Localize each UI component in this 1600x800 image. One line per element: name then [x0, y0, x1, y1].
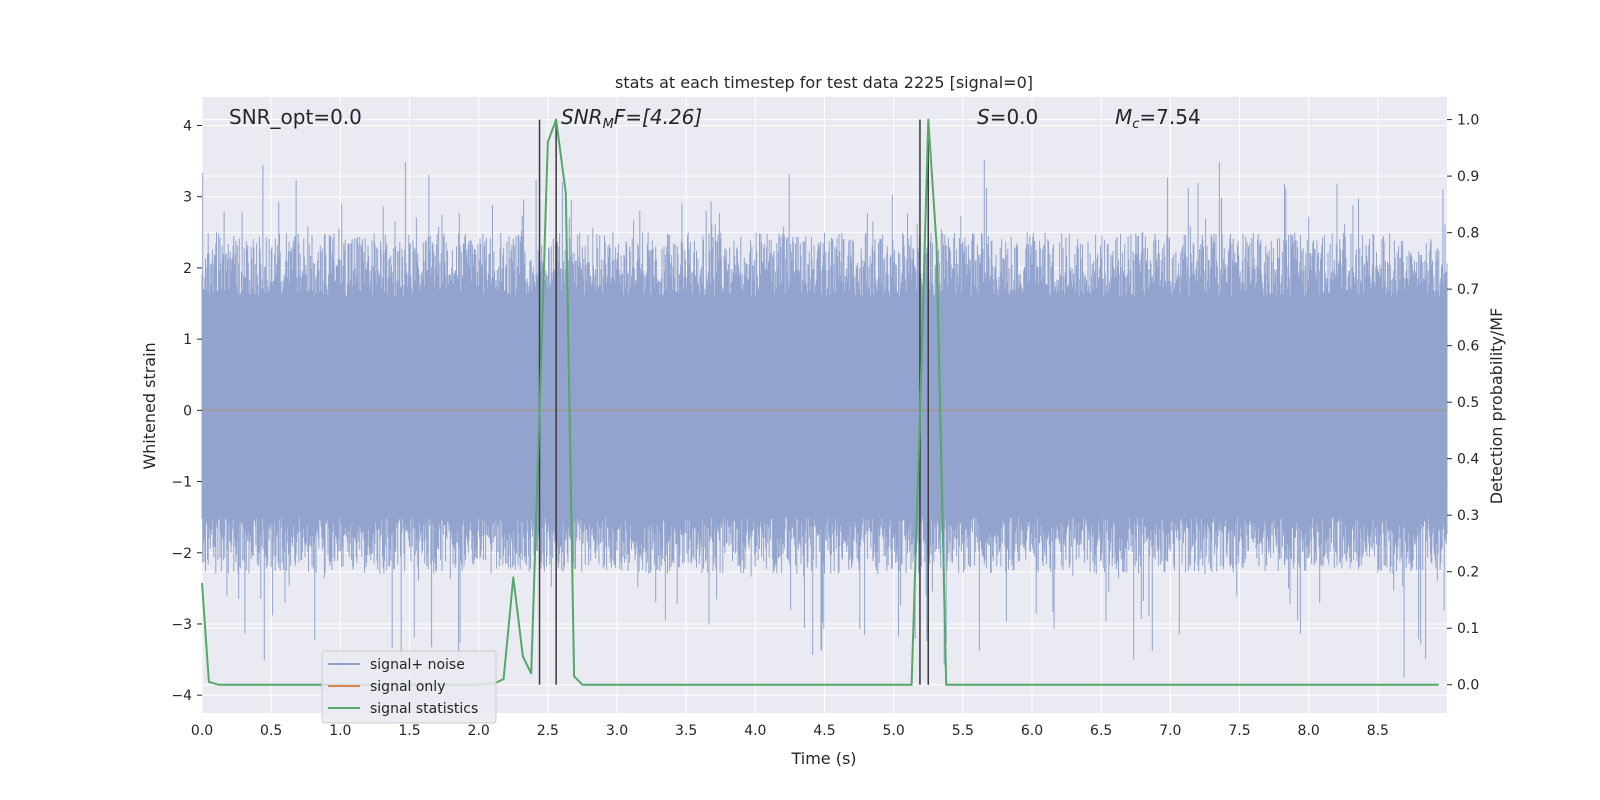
y-tick-right-label: 0.3: [1457, 508, 1479, 524]
y-tick-right-label: 0.5: [1457, 395, 1479, 411]
y-axis-left-label: Whitened strain: [140, 342, 159, 469]
y-tick-left-label: 0: [183, 403, 192, 419]
annotation-snr-mf: SNRMF=[4.26]: [561, 105, 702, 132]
y-tick-left-label: −4: [171, 688, 192, 704]
x-tick-label: 8.5: [1367, 723, 1389, 739]
x-tick-label: 1.0: [329, 723, 351, 739]
y-tick-left-label: −1: [171, 475, 192, 491]
x-tick-label: 1.5: [398, 723, 420, 739]
x-tick-label: 6.0: [1021, 723, 1043, 739]
x-tick-label: 5.5: [952, 723, 974, 739]
annotation-snr-opt: SNR_opt=0.0: [229, 105, 362, 129]
y-tick-right-label: 0.4: [1457, 452, 1479, 468]
x-tick-label: 2.5: [537, 723, 559, 739]
y-tick-left-label: 2: [183, 261, 192, 277]
x-tick-label: 4.0: [744, 723, 766, 739]
chart-title: stats at each timestep for test data 222…: [615, 73, 1033, 92]
legend-box: [321, 650, 497, 724]
x-tick-label: 0.5: [260, 723, 282, 739]
annotation-mc: Mc=7.54: [1115, 105, 1201, 132]
legend-label-signal-statistics: signal statistics: [370, 701, 478, 717]
y-tick-right-label: 0.2: [1457, 565, 1479, 581]
x-tick-label: 7.0: [1159, 723, 1181, 739]
x-tick-label: 3.5: [675, 723, 697, 739]
y-tick-right-label: 0.7: [1457, 282, 1479, 298]
y-tick-right-label: 0.8: [1457, 226, 1479, 242]
y-tick-left-label: 4: [183, 118, 192, 134]
signal-noise-trace: [201, 159, 1448, 678]
y-tick-right-label: 0.0: [1457, 678, 1479, 694]
legend-label-signal-noise: signal+ noise: [370, 657, 465, 673]
x-tick-label: 7.5: [1228, 723, 1250, 739]
legend-label-signal-only: signal only: [370, 679, 445, 695]
y-tick-left-label: −3: [171, 617, 192, 633]
x-tick-label: 4.5: [813, 723, 835, 739]
x-tick-label: 3.0: [606, 723, 628, 739]
y-axis-right-label: Detection probability/MF: [1487, 308, 1506, 505]
y-tick-right-label: 0.6: [1457, 339, 1479, 355]
signal-noise-series: [201, 159, 1448, 678]
y-tick-left-label: 3: [183, 190, 192, 206]
legend: signal+ noise signal only signal statist…: [321, 650, 497, 724]
x-tick-label: 6.5: [1090, 723, 1112, 739]
y-tick-left-label: −2: [171, 546, 192, 562]
y-tick-left-label: 1: [183, 332, 192, 348]
y-tick-right-label: 1.0: [1457, 113, 1479, 129]
x-tick-label: 2.0: [468, 723, 490, 739]
axis-ticks: 0.0 0.5 1.0 1.5 2.0 2.5 3.0 3.5 4.0 4.5 5.0 5.5 6.0 6…: [171, 113, 1479, 739]
x-tick-label: 5.0: [883, 723, 905, 739]
x-axis-label: Time (s): [790, 749, 856, 768]
x-tick-label: 0.0: [191, 723, 213, 739]
x-tick-label: 8.0: [1298, 723, 1320, 739]
annotation-s: S=0.0: [977, 105, 1038, 129]
y-tick-right-label: 0.9: [1457, 169, 1479, 185]
y-tick-right-label: 0.1: [1457, 621, 1479, 637]
